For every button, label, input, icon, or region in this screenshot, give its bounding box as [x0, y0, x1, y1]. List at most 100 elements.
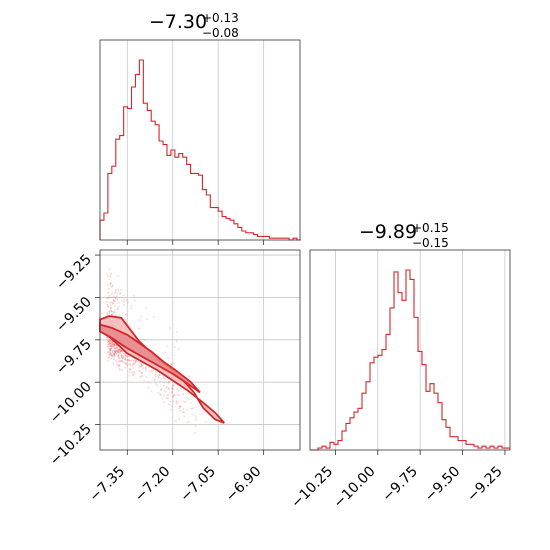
sample-point — [108, 340, 111, 343]
sample-point — [140, 366, 142, 368]
sample-point — [106, 339, 108, 342]
sample-point — [130, 307, 132, 309]
sample-point — [123, 304, 125, 306]
sample-point — [126, 355, 129, 358]
sample-point — [168, 381, 170, 383]
sample-point — [145, 376, 148, 379]
sample-point — [184, 401, 187, 403]
sample-point — [124, 318, 127, 321]
sample-point — [168, 392, 171, 395]
sample-point — [164, 351, 167, 353]
sample-point — [135, 360, 137, 362]
sample-point — [185, 408, 188, 411]
sample-point — [110, 357, 113, 360]
title-upper-error: +0.13 — [202, 11, 239, 25]
sample-point — [117, 351, 119, 353]
sample-point — [119, 351, 122, 354]
sample-point — [106, 312, 109, 314]
sample-point — [147, 381, 150, 383]
sample-point — [111, 353, 113, 356]
sample-point — [111, 341, 114, 344]
sample-point — [115, 352, 118, 355]
sample-point — [165, 385, 168, 388]
sample-point — [118, 369, 121, 371]
sample-point — [108, 296, 111, 299]
x-tick-label: −7.05 — [177, 464, 219, 506]
sample-point — [171, 385, 174, 388]
sample-point — [117, 351, 120, 354]
sample-point — [110, 354, 112, 356]
sample-point — [112, 299, 115, 301]
sample-point — [114, 350, 116, 353]
sample-point — [133, 371, 135, 373]
sample-point — [179, 406, 181, 408]
marginal-histogram-x: −7.30+0.13−0.08 — [99, 11, 301, 245]
sample-point — [168, 387, 170, 390]
sample-point — [111, 341, 114, 343]
sample-point — [110, 346, 113, 348]
sample-point — [163, 381, 166, 384]
sample-point — [108, 311, 111, 313]
sample-point — [107, 284, 109, 286]
sample-point — [124, 354, 127, 357]
sample-point — [109, 354, 111, 356]
sample-point — [110, 307, 112, 310]
sample-point — [119, 349, 122, 352]
sample-point — [128, 371, 131, 374]
sample-point — [120, 355, 123, 358]
sample-point — [171, 388, 174, 390]
sample-point — [140, 365, 143, 367]
sample-point — [127, 301, 129, 304]
sample-point — [108, 313, 110, 315]
sample-point — [116, 298, 119, 301]
sample-point — [142, 363, 145, 366]
sample-point — [107, 351, 109, 353]
sample-point — [159, 393, 162, 396]
sample-point — [119, 349, 122, 352]
sample-point — [109, 349, 112, 352]
sample-point — [109, 309, 112, 312]
sample-point — [121, 368, 123, 371]
sample-point — [150, 369, 152, 372]
sample-point — [112, 311, 115, 313]
sample-point — [107, 306, 110, 308]
sample-point — [120, 350, 123, 352]
sample-point — [160, 389, 162, 391]
sample-point — [115, 289, 117, 291]
sample-point — [154, 373, 156, 376]
sample-point — [171, 405, 174, 408]
sample-point — [139, 361, 142, 364]
sample-point — [114, 350, 117, 352]
title-lower-error: −0.15 — [412, 236, 449, 250]
sample-point — [113, 343, 116, 345]
sample-point — [116, 295, 118, 298]
sample-point — [113, 291, 116, 294]
sample-point — [144, 366, 147, 369]
sample-point — [108, 351, 111, 354]
sample-point — [154, 375, 157, 378]
sample-point — [118, 364, 120, 367]
sample-point — [124, 314, 126, 316]
sample-point — [163, 377, 165, 380]
sample-point — [154, 378, 156, 381]
sample-point — [114, 347, 117, 350]
sample-point — [119, 289, 122, 291]
sample-point — [134, 358, 136, 360]
sample-point — [108, 356, 111, 358]
sample-point — [117, 351, 120, 354]
sample-point — [141, 371, 144, 374]
sample-point — [174, 394, 176, 396]
sample-point — [109, 295, 111, 297]
sample-point — [118, 360, 120, 362]
sample-point — [107, 340, 109, 343]
sample-point — [125, 362, 127, 364]
sample-point — [107, 359, 109, 362]
sample-point — [110, 302, 113, 304]
sample-point — [110, 341, 112, 344]
sample-point — [171, 391, 173, 393]
sample-point — [172, 396, 174, 398]
sample-point — [119, 352, 122, 354]
sample-point — [109, 352, 112, 354]
sample-point — [109, 348, 111, 350]
